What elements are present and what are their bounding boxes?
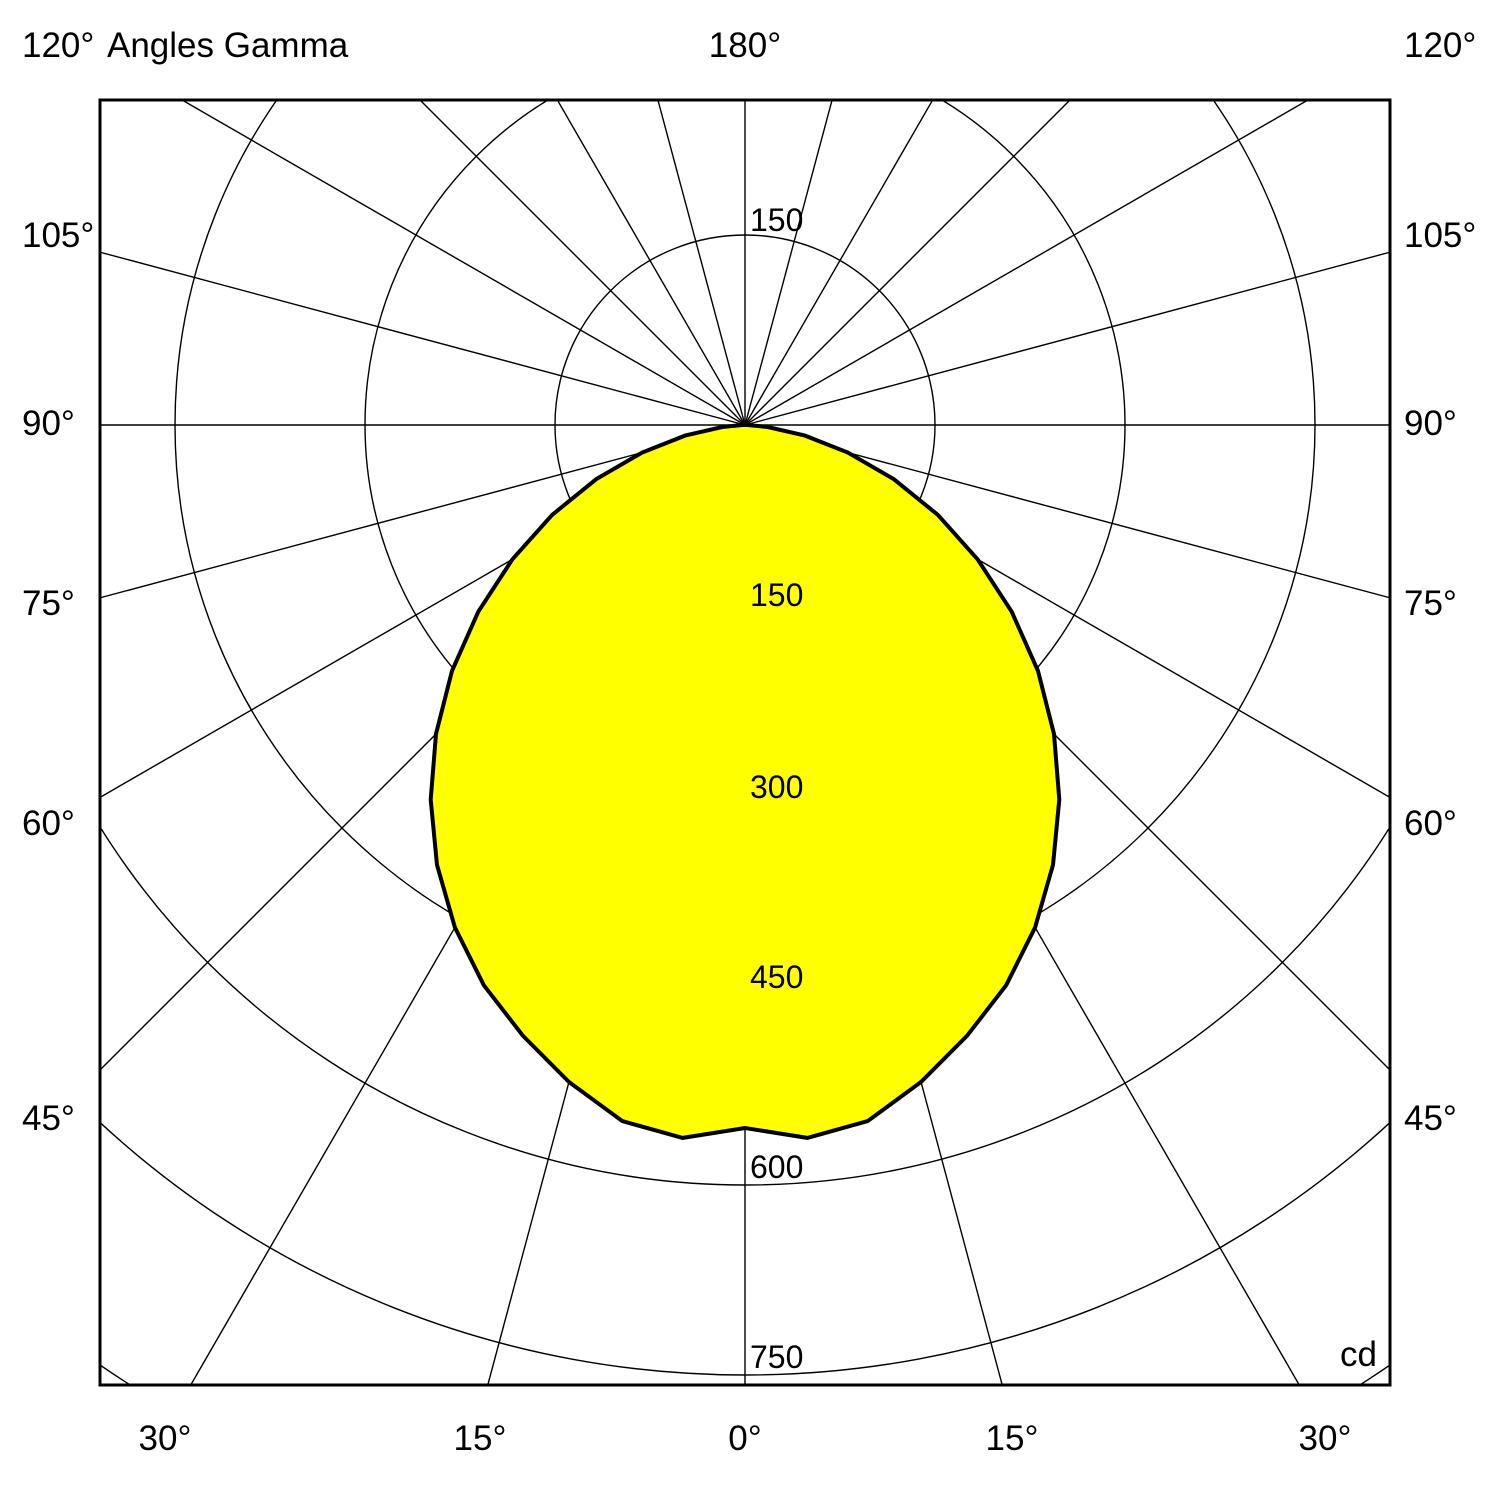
angle-grid-line (744, 100, 1310, 426)
angle-grid-line (657, 100, 746, 426)
gamma-label-left-75: 75° (22, 584, 75, 623)
gamma-label-left-60: 60° (22, 804, 75, 843)
angle-grid-line (180, 100, 746, 426)
angle-grid-line (744, 424, 1390, 599)
plot-border (98, 98, 1392, 1387)
gamma-label-top-center: 180° (708, 26, 782, 65)
angle-grid-line (100, 424, 746, 599)
angle-grid-line (100, 424, 746, 799)
gamma-label-bottom-15r: 15° (985, 1419, 1039, 1458)
gamma-label-bottom-15l: 15° (453, 1419, 507, 1458)
chart-title: Angles Gamma (107, 26, 349, 65)
angle-grid-line (744, 424, 1390, 799)
gamma-label-right-45: 45° (1404, 1099, 1457, 1138)
radial-tick-300: 300 (750, 769, 804, 805)
gamma-label-right-60: 60° (1404, 804, 1457, 843)
gamma-label-left-105: 105° (22, 216, 95, 255)
radial-tick-450: 450 (750, 959, 804, 995)
angle-grid-line (744, 100, 1071, 426)
angle-grid-line (744, 100, 934, 426)
angle-grid-line (744, 100, 833, 426)
unit-label-cd: cd (1340, 1335, 1377, 1374)
gamma-label-left-90: 90° (22, 404, 75, 443)
radial-tick-750: 750 (750, 1339, 804, 1375)
angle-grid-line (556, 100, 746, 426)
gamma-label-right-105: 105° (1404, 216, 1477, 255)
intensity-curve (428, 423, 1062, 1140)
gamma-label-left-45: 45° (22, 1099, 75, 1138)
gamma-label-right-90: 90° (1404, 404, 1457, 443)
radial-tick-600: 600 (750, 1149, 804, 1185)
gamma-label-top-right: 120° (1404, 26, 1477, 65)
gamma-label-top-left: 120° (22, 26, 95, 65)
gamma-label-bottom-30r: 30° (1298, 1419, 1352, 1458)
gamma-label-bottom-0: 0° (728, 1419, 762, 1458)
gamma-label-bottom-30l: 30° (138, 1419, 192, 1458)
angle-grid-line (419, 100, 746, 426)
angle-grid-line (100, 251, 746, 426)
angle-grid-line (744, 251, 1390, 426)
gamma-label-right-75: 75° (1404, 584, 1457, 623)
radial-tick-150: 150 (750, 577, 804, 613)
radial-tick-150-above: 150 (750, 202, 804, 238)
